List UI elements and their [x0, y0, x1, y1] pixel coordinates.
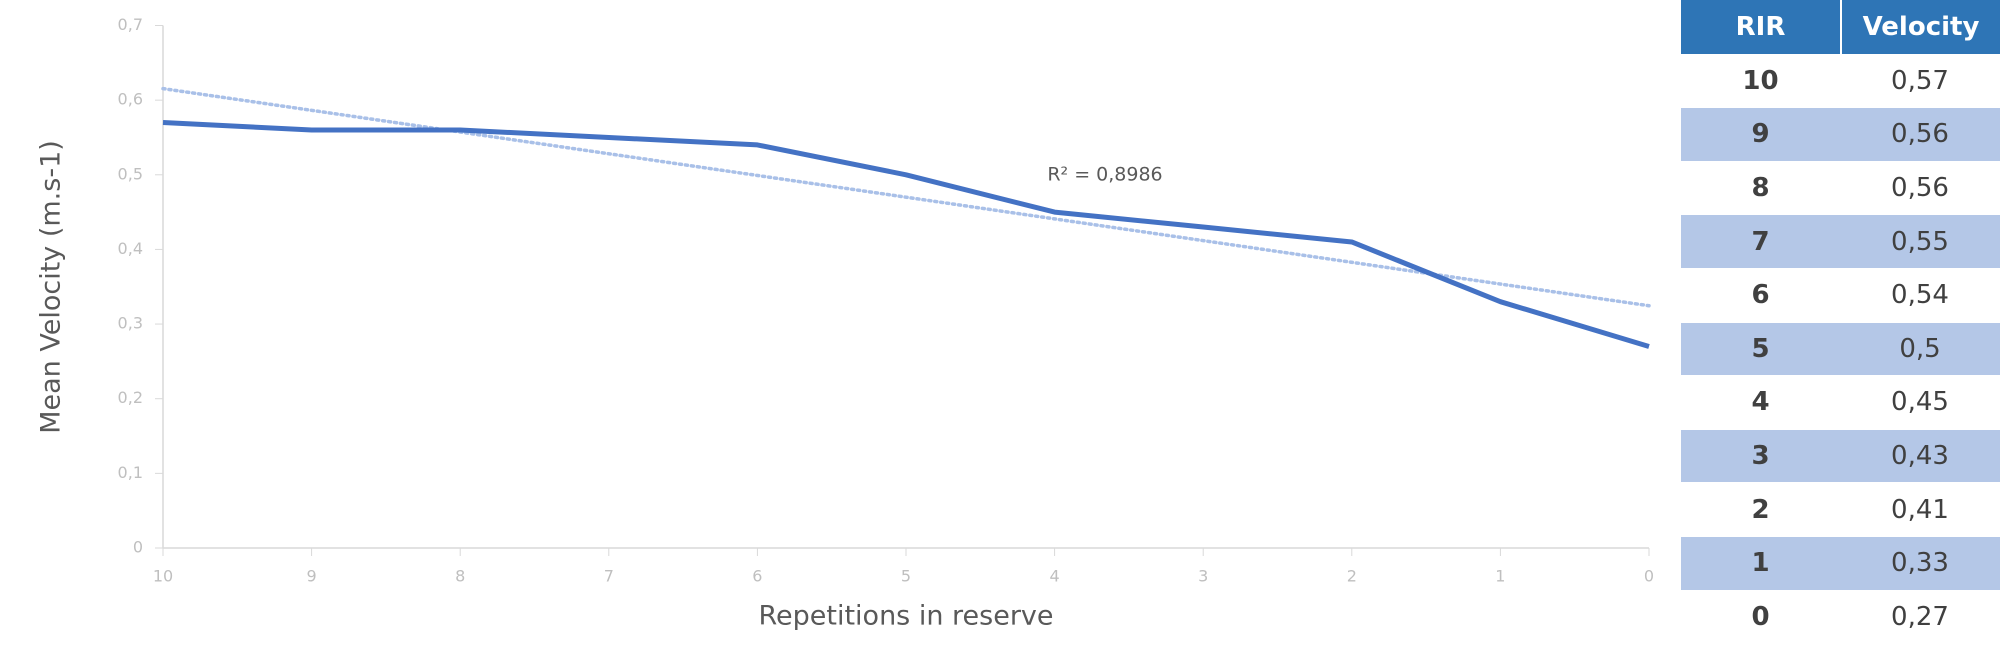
x-tick-label: 8	[455, 567, 465, 586]
table-cell: 0,57	[1840, 53, 2000, 108]
x-tick-label: 10	[153, 567, 173, 586]
y-tick-label: 0,7	[118, 15, 143, 34]
y-tick-label: 0,2	[118, 388, 143, 407]
table-cell: 0,41	[1840, 482, 2000, 536]
table-cell: 0	[1681, 589, 1840, 644]
table-cell: 0,56	[1840, 107, 2000, 161]
y-axis-title: Mean Velocity (m.s-1)	[36, 140, 67, 434]
line	[162, 120, 1650, 349]
table-cell: 0,33	[1840, 536, 2000, 590]
table-cell: 0,27	[1840, 589, 2000, 644]
table-cell: 7	[1681, 214, 1840, 268]
y-tick-label: 0,4	[118, 239, 143, 258]
y-tick-label: 0,6	[118, 90, 143, 109]
table-cell: 8	[1681, 160, 1840, 215]
x-tick-label: 5	[901, 567, 911, 586]
y-tick-label: 0,3	[118, 314, 143, 333]
table-cell: 0,43	[1840, 428, 2000, 483]
y-tick-label: 0	[133, 538, 143, 557]
table-cell: 0,45	[1840, 375, 2000, 429]
x-tick-label: 2	[1347, 567, 1357, 586]
table-cell: 3	[1681, 428, 1840, 483]
table-cell: 10	[1681, 53, 1840, 108]
table-cell: 9	[1681, 107, 1840, 161]
r-squared: R² = 0,8986	[1047, 164, 1162, 186]
x-tick-label: 3	[1198, 567, 1208, 586]
table-cell: 0,55	[1840, 214, 2000, 268]
table-header-cell: RIR	[1681, 0, 1840, 54]
table-cell: 2	[1681, 482, 1840, 536]
x-tick-label: 4	[1050, 567, 1060, 586]
table-cell: 0,56	[1840, 160, 2000, 215]
table-cell: 5	[1681, 321, 1840, 376]
x-axis-title: Repetitions in reserve	[758, 601, 1053, 632]
y-tick-label: 0,5	[118, 164, 143, 183]
table-cell: 4	[1681, 375, 1840, 429]
x-tick-label: 6	[752, 567, 762, 586]
table-cell: 6	[1681, 268, 1840, 322]
x-tick-label: 7	[604, 567, 614, 586]
x-tick-label: 1	[1495, 567, 1505, 586]
table-cell: 1	[1681, 536, 1840, 590]
table-cell: 0,54	[1840, 268, 2000, 322]
table-header-cell: Velocity	[1840, 0, 2000, 54]
y-tick-label: 0,1	[118, 463, 143, 482]
x-tick-label: 9	[307, 567, 317, 586]
x-tick-label: 0	[1644, 567, 1654, 586]
trendline	[161, 86, 1651, 308]
table-cell: 0,5	[1840, 321, 2000, 376]
